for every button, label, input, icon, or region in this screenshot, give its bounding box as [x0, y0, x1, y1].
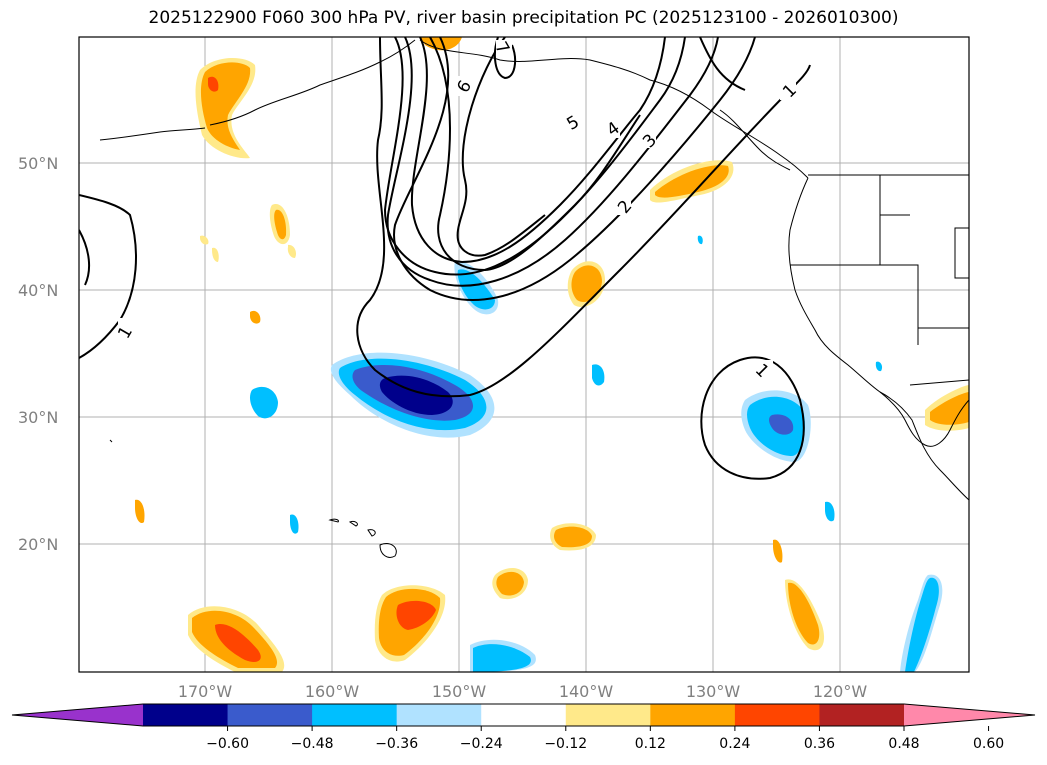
lon-label-120w: 120°W: [813, 682, 868, 701]
lon-label-150w: 150°W: [432, 682, 487, 701]
colorbar: −0.60 −0.48 −0.36 −0.24 −0.12 0.12 0.24 0.36 0.4…: [11, 703, 1036, 752]
colorbar-segment: [734, 704, 820, 726]
contour-7: [456, 37, 546, 257]
colorbar-segment: [227, 704, 313, 726]
colorbar-tick-label: −0.24: [460, 736, 503, 752]
lat-label-20: 20°N: [18, 535, 58, 554]
pv-contours: [79, 37, 811, 480]
latitude-labels: 50°N 40°N 30°N 20°N: [18, 154, 58, 554]
colorbar-tick-label: −0.12: [544, 736, 587, 752]
lat-label-50: 50°N: [18, 154, 58, 173]
colorbar-segment: [481, 704, 567, 726]
lat-label-30: 30°N: [18, 408, 58, 427]
colorbar-tick-label: 0.12: [635, 736, 666, 752]
precip-shading: [135, 37, 969, 672]
colorbar-extend-low: [12, 704, 143, 726]
colorbar-segment: [650, 704, 736, 726]
map-frame: [78, 36, 970, 673]
colorbar-segment: [312, 704, 398, 726]
colorbar-tick-label: −0.60: [206, 736, 249, 752]
map-title: 2025122900 F060 300 hPa PV, river basin …: [148, 8, 899, 28]
colorbar-tick-label: −0.48: [291, 736, 334, 752]
lon-label-170w: 170°W: [178, 682, 233, 701]
coastlines: [99, 39, 969, 558]
colorbar-tick-label: 0.48: [888, 736, 919, 752]
colorbar-segment: [143, 704, 229, 726]
contour-6: [429, 37, 641, 272]
contour-1-closed: [700, 356, 805, 480]
contour-3: [386, 37, 719, 287]
colorbar-tick-label: 0.36: [804, 736, 835, 752]
contour-1-left-edge: [79, 229, 91, 286]
colorbar-outline: [11, 703, 1036, 727]
contour-labels: 1 1 1 2 3 4 5 6 7: [114, 38, 801, 382]
lon-label-160w: 160°W: [305, 682, 360, 701]
contour-7-loop: [493, 37, 517, 80]
longitude-labels: 170°W 160°W 150°W 140°W 130°W 120°W: [178, 682, 868, 701]
contour-1-main: [356, 37, 811, 398]
colorbar-tick-label: −0.36: [375, 736, 418, 752]
colorbar-tick-label: 0.24: [719, 736, 750, 752]
contour-5: [410, 37, 666, 264]
colorbar-tick-label: 0.60: [973, 736, 1004, 752]
colorbar-segment: [565, 704, 651, 726]
colorbar-extend-high: [904, 704, 1035, 726]
lon-label-140w: 140°W: [559, 682, 614, 701]
colorbar-segment: [396, 704, 482, 726]
colorbar-segment: [819, 704, 905, 726]
lat-label-40: 40°N: [18, 281, 58, 300]
contour-1-left: [79, 194, 137, 359]
lon-label-130w: 130°W: [686, 682, 741, 701]
gridlines: [79, 37, 969, 672]
contour-1-topright: [699, 37, 746, 91]
